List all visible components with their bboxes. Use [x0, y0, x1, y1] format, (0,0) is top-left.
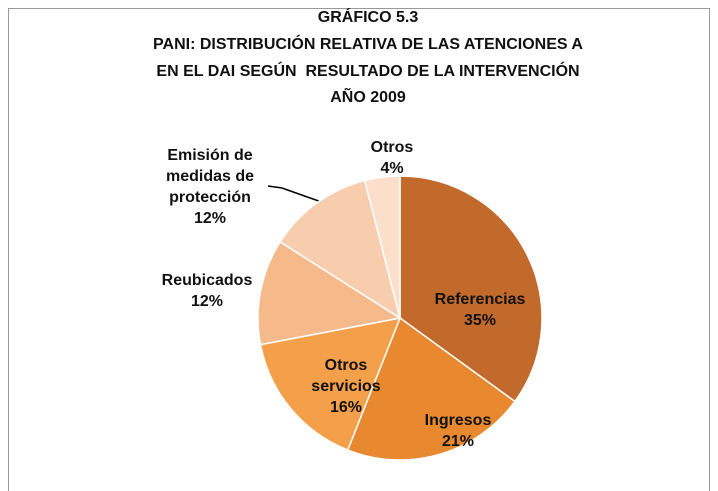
chart-title: EN EL DAI SEGÚN RESULTADO DE LA INTERVEN…: [156, 61, 579, 80]
leader-line: [267, 185, 331, 206]
category-label: Reubicados: [161, 272, 253, 289]
slice-label: Referencias 35%: [415, 289, 545, 331]
value-label: 12%: [193, 210, 227, 227]
value-label: 16%: [329, 399, 363, 416]
slice-label: Otros 4%: [362, 137, 422, 179]
pie-slice: [257, 240, 403, 346]
pie-slice: [346, 316, 516, 461]
value-label: 21%: [441, 433, 475, 450]
pie-slice: [363, 175, 401, 319]
pie-slice: [259, 317, 402, 452]
category-label: Referencias: [434, 291, 526, 308]
chart-title: AÑO 2009: [330, 86, 406, 106]
value-label: 35%: [463, 312, 497, 329]
slice-label: Emisión de medidas de protección 12%: [145, 145, 275, 229]
category-label: Emisión de medidas de protección: [165, 147, 255, 206]
category-label: Ingresos: [424, 412, 492, 429]
slice-label: Ingresos 21%: [408, 410, 508, 452]
pie-slice: [279, 179, 402, 320]
category-label: Otros: [370, 139, 414, 156]
slice-label: Otros servicios 16%: [301, 355, 391, 418]
value-label: 12%: [190, 293, 224, 310]
value-label: 4%: [380, 160, 404, 177]
chart-border: [8, 8, 710, 491]
category-label: Otros servicios: [311, 357, 381, 395]
chart-title: GRÁFICO 5.3: [318, 7, 419, 26]
slice-label: Reubicados 12%: [147, 270, 267, 312]
chart-title: PANI: DISTRIBUCIÓN RELATIVA DE LAS ATENC…: [153, 34, 583, 53]
pie-slice: [399, 175, 543, 403]
